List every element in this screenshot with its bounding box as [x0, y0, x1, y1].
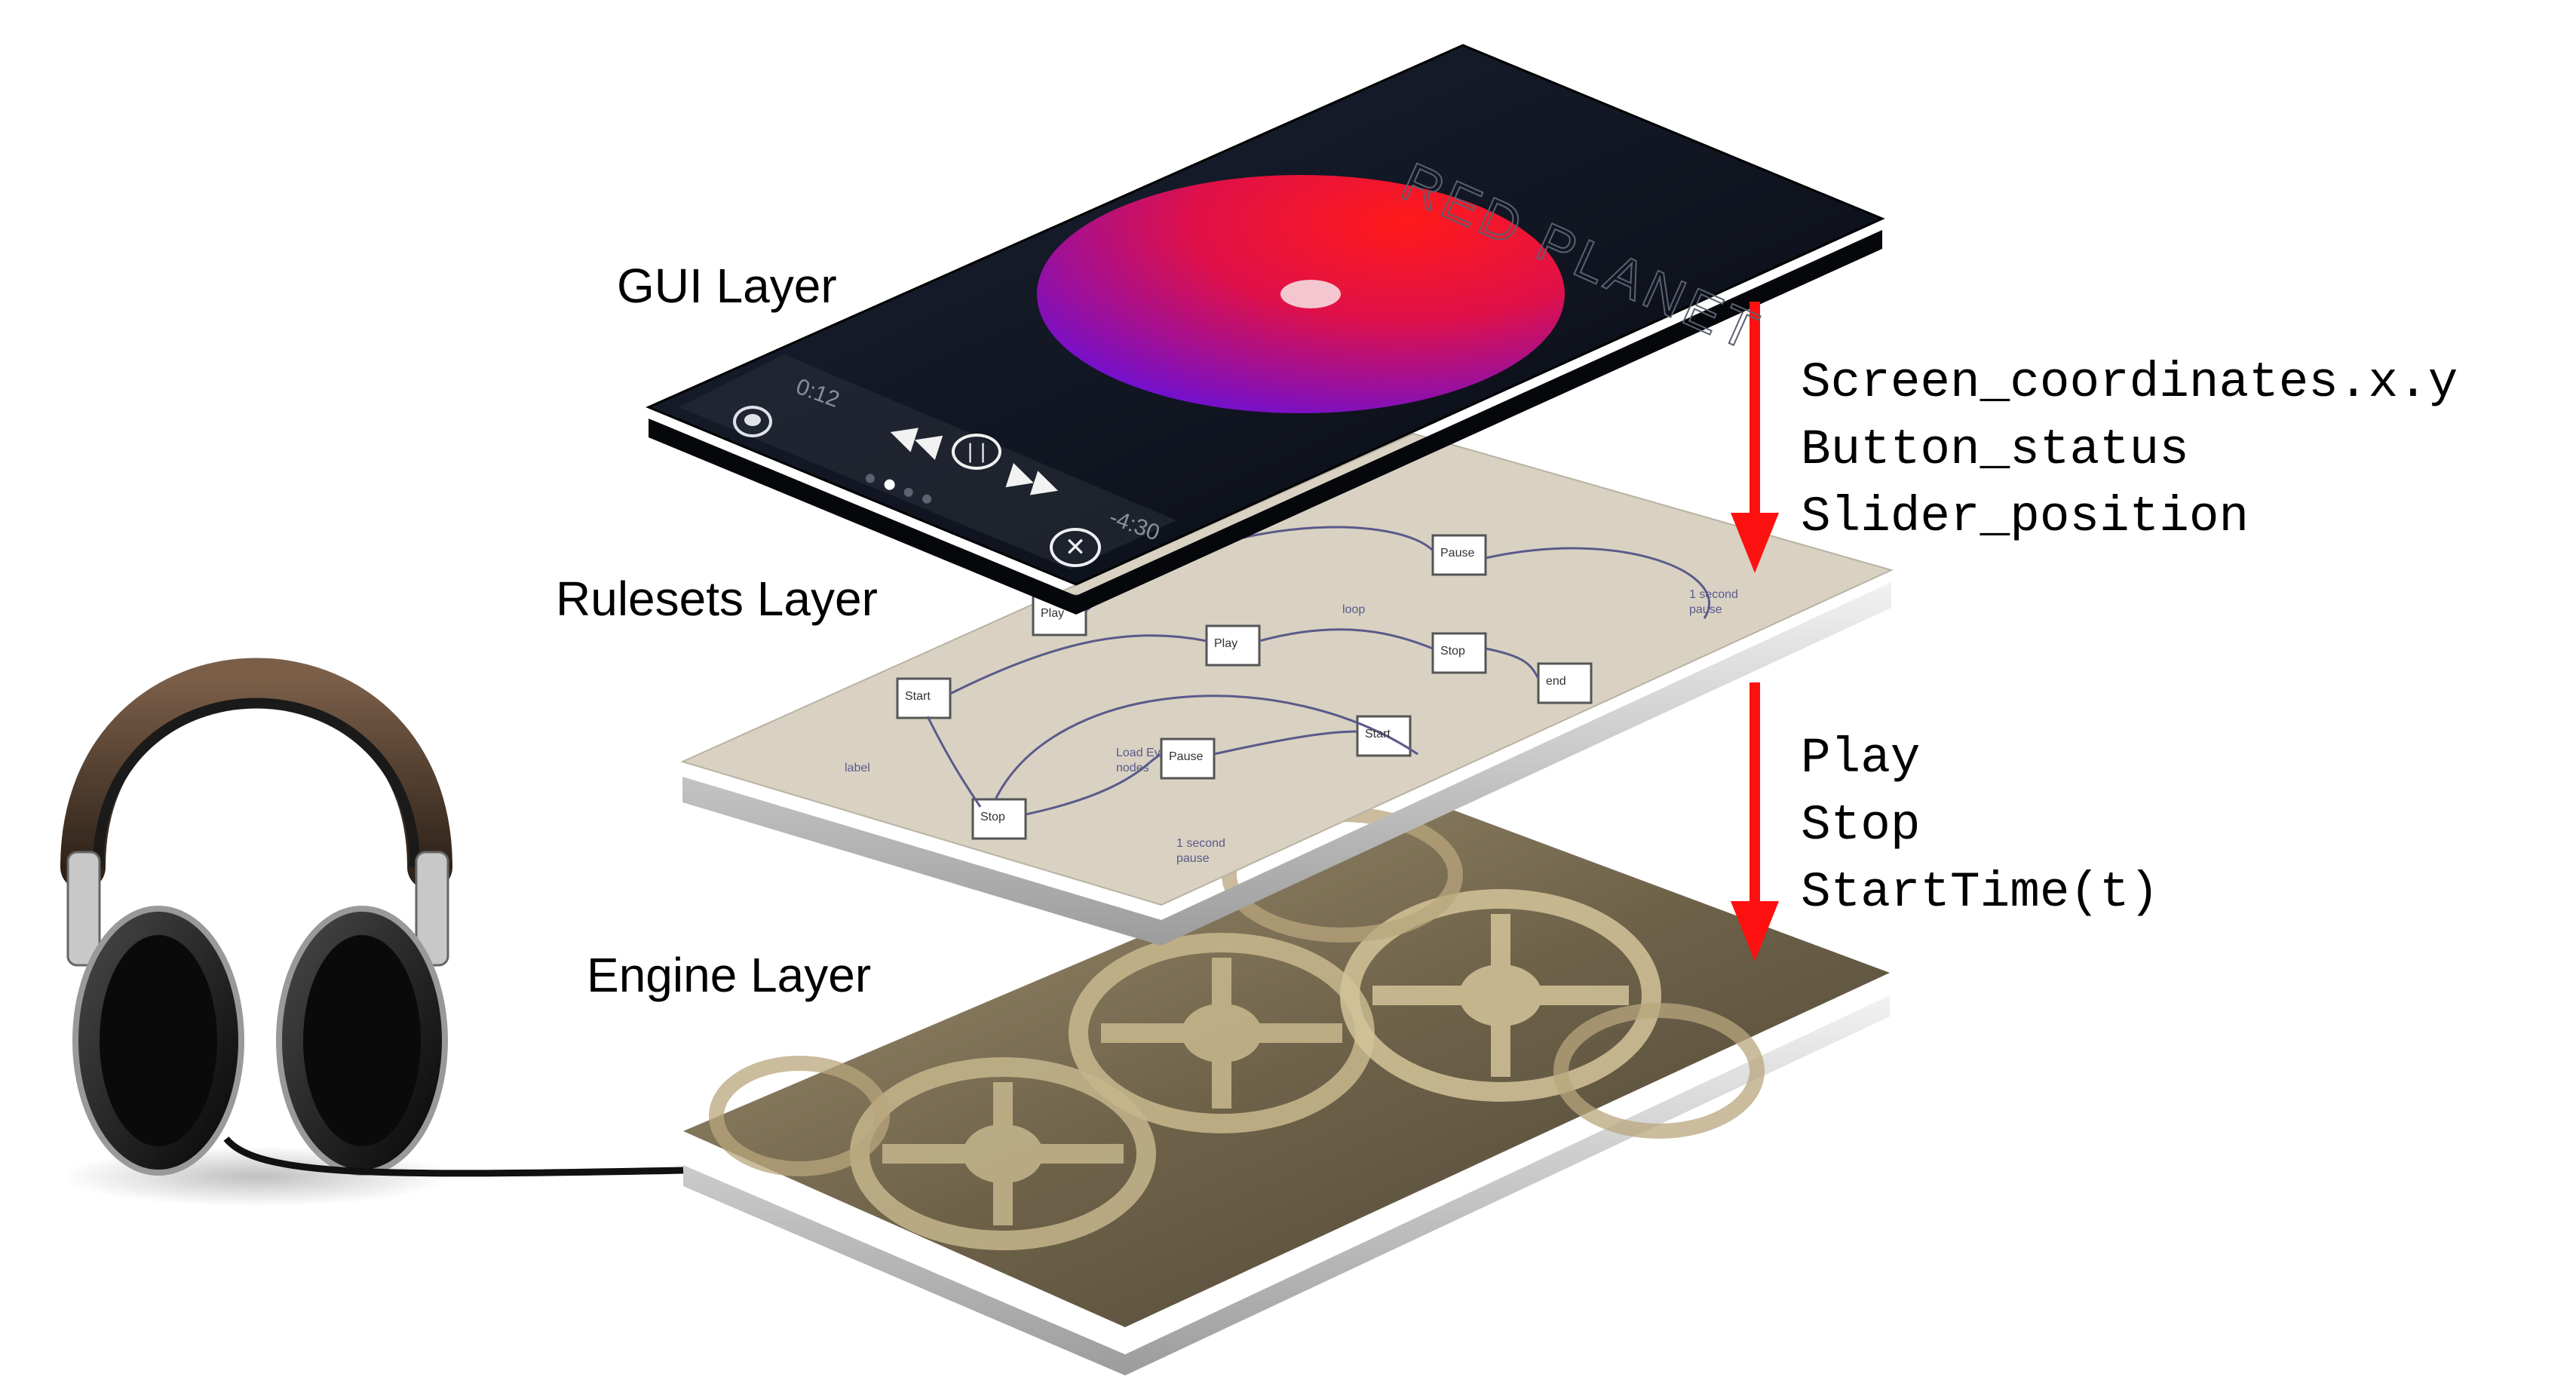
ruleset-node	[1205, 624, 1261, 667]
arrow-gui-to-rulesets	[1731, 302, 1779, 573]
ruleset-node	[1356, 715, 1412, 757]
gear-icon	[850, 1057, 1156, 1250]
album-disc	[1037, 175, 1565, 413]
gui-layer-label: GUI Layer	[617, 259, 837, 313]
rulesets-layer-label: Rulesets Layer	[556, 572, 878, 626]
ruleset-node	[896, 677, 952, 719]
engine-layer-label: Engine Layer	[587, 948, 872, 1002]
rulesets-layer-slab	[680, 432, 1894, 946]
headphone-cable	[223, 1136, 684, 1177]
message-button-status: Button_status	[1801, 422, 2189, 478]
arrow-rulesets-to-engine	[1731, 682, 1779, 961]
gear-icon	[1340, 889, 1661, 1102]
gui-to-rulesets-messages: Screen_coordinates.x.y Button_status Sli…	[1801, 349, 2458, 550]
rulesets-to-engine-messages: Play Stop StartTime(t)	[1801, 725, 2159, 926]
engine-layer-slab	[683, 807, 1890, 1375]
message-screen-coordinates: Screen_coordinates.x.y	[1801, 354, 2458, 411]
ruleset-connectors	[926, 526, 1710, 816]
ruleset-node	[1160, 737, 1216, 780]
message-stop: Stop	[1801, 797, 1921, 854]
headphones-icon	[60, 658, 684, 1207]
ruleset-node	[1431, 632, 1487, 674]
ruleset-node	[1537, 662, 1593, 704]
ruleset-node	[971, 798, 1027, 840]
ruleset-node	[1431, 534, 1487, 576]
message-slider-position: Slider_position	[1801, 489, 2249, 545]
message-start-time: StartTime(t)	[1801, 864, 2160, 921]
gui-layer-phone	[646, 44, 1885, 615]
message-play: Play	[1801, 730, 1921, 787]
ruleset-flowchart	[896, 534, 1593, 840]
